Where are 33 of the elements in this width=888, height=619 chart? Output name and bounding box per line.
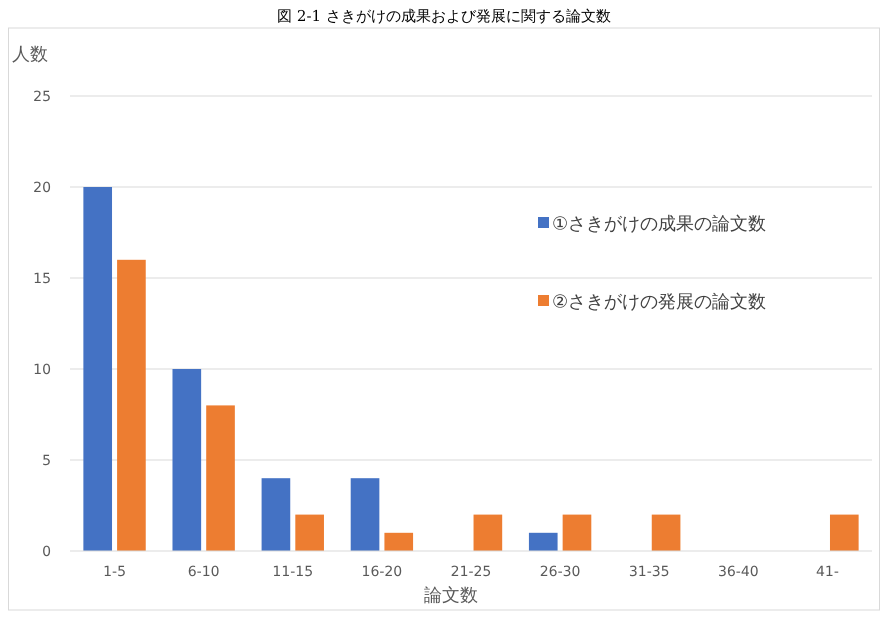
y-tick-label: 20 [33, 180, 51, 196]
x-tick-label: 41- [816, 564, 839, 580]
bar [206, 405, 235, 551]
y-tick-label: 5 [42, 452, 51, 469]
x-axis-title: 論文数 [424, 585, 478, 606]
bar [562, 514, 592, 551]
x-tick-label: 11-15 [272, 564, 314, 580]
bar [830, 514, 859, 551]
x-tick-label: 26-30 [540, 564, 580, 580]
legend-label: ①さきがけの成果の論文数 [552, 213, 766, 234]
bar [474, 514, 502, 551]
bar [350, 478, 380, 551]
bar [117, 260, 146, 551]
x-tick-label: 21-25 [450, 564, 492, 580]
y-tick-label: 25 [33, 88, 51, 105]
legend-label: ②さきがけの発展の論文数 [552, 291, 766, 312]
x-tick-label: 6-10 [188, 564, 220, 580]
y-tick-label: 10 [33, 362, 51, 378]
y-tick-label: 15 [33, 270, 51, 287]
chart-title: 図 2-1 さきがけの成果および発展に関する論文数 [277, 7, 611, 25]
bar [528, 532, 558, 551]
y-axis-title: 人数 [12, 44, 48, 65]
bar [652, 514, 680, 551]
x-tick-label: 16-20 [362, 564, 402, 580]
bar [83, 187, 112, 551]
x-tick-label: 36-40 [718, 564, 759, 580]
bar [295, 514, 324, 551]
x-tick-label: 1-5 [103, 564, 126, 580]
y-tick-label: 0 [42, 544, 51, 560]
bar [262, 478, 290, 551]
bar [384, 532, 414, 551]
bar [172, 369, 202, 551]
x-tick-label: 31-35 [628, 564, 670, 580]
